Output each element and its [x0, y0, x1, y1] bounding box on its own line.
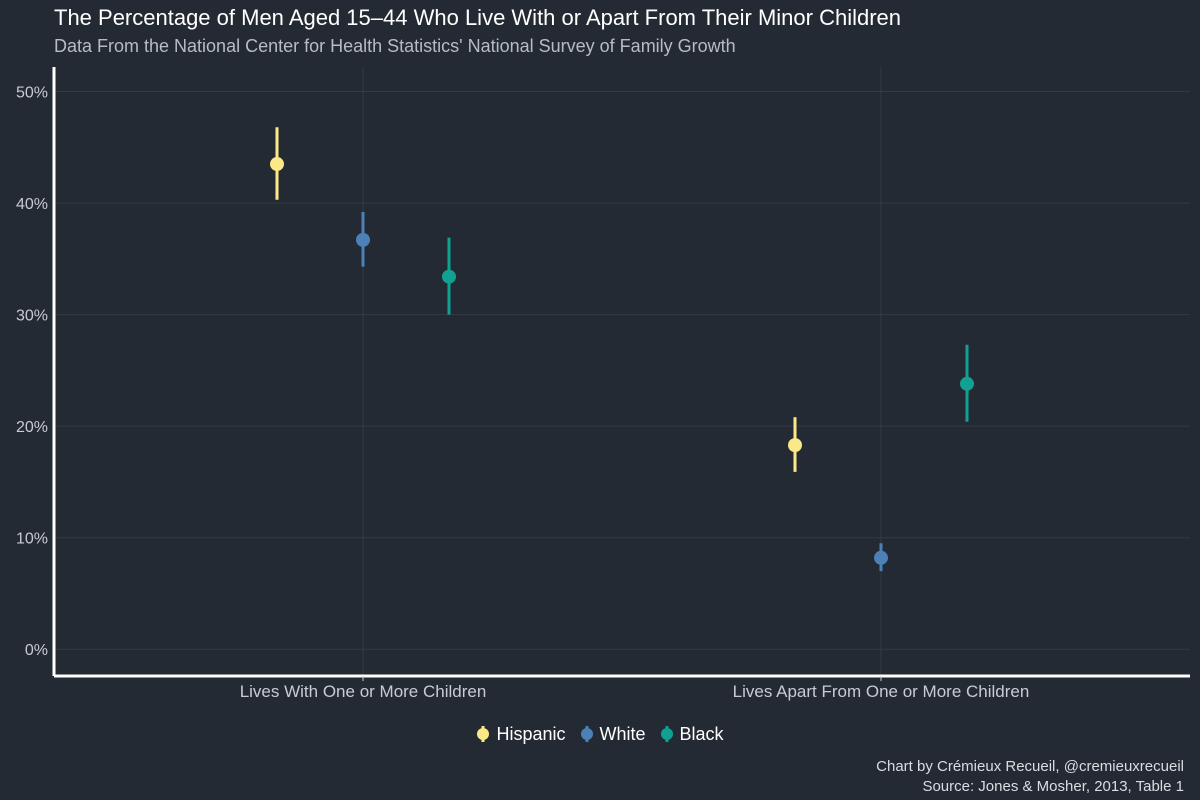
- caption: Chart by Crémieux Recueil, @cremieuxrecu…: [876, 757, 1184, 797]
- legend-key-hispanic: [477, 726, 490, 742]
- point-hispanic: [788, 438, 802, 453]
- data-marks: [270, 127, 974, 572]
- legend-label: Hispanic: [496, 723, 566, 744]
- y-tick-label: 40%: [16, 196, 48, 213]
- x-tick-label: Lives Apart From One or More Children: [733, 682, 1030, 701]
- legend-item-hispanic: Hispanic: [476, 722, 566, 746]
- point-black: [960, 376, 974, 391]
- legend-key-black: [660, 726, 673, 742]
- point-hispanic: [270, 157, 284, 172]
- chart-subtitle: Data From the National Center for Health…: [54, 36, 736, 56]
- legend-key-white: [580, 726, 593, 742]
- caption-source: Source: Jones & Mosher, 2013, Table 1: [922, 778, 1184, 795]
- chart-title: The Percentage of Men Aged 15–44 Who Liv…: [54, 5, 902, 30]
- x-tick-label: Lives With One or More Children: [240, 682, 487, 701]
- axes: [52, 67, 1190, 681]
- y-tick-label: 50%: [16, 85, 48, 102]
- point-white: [356, 232, 370, 247]
- y-tick-labels: 0% 10% 20% 30% 40% 50%: [16, 85, 48, 660]
- y-tick-label: 30%: [16, 308, 48, 325]
- legend: Hispanic White Black: [0, 722, 1200, 746]
- legend-label: Black: [679, 723, 724, 744]
- legend-label: White: [599, 723, 646, 744]
- x-tick-labels: Lives With One or More Children Lives Apa…: [240, 682, 1030, 701]
- legend-item-white: White: [580, 722, 646, 746]
- grid-lines: [54, 67, 1190, 676]
- point-black: [442, 269, 456, 284]
- y-tick-label: 0%: [25, 642, 48, 659]
- y-tick-label: 10%: [16, 531, 48, 548]
- y-tick-label: 20%: [16, 419, 48, 436]
- legend-item-black: Black: [660, 722, 724, 746]
- caption-author: Chart by Crémieux Recueil, @cremieuxrecu…: [876, 758, 1184, 775]
- point-white: [874, 550, 888, 565]
